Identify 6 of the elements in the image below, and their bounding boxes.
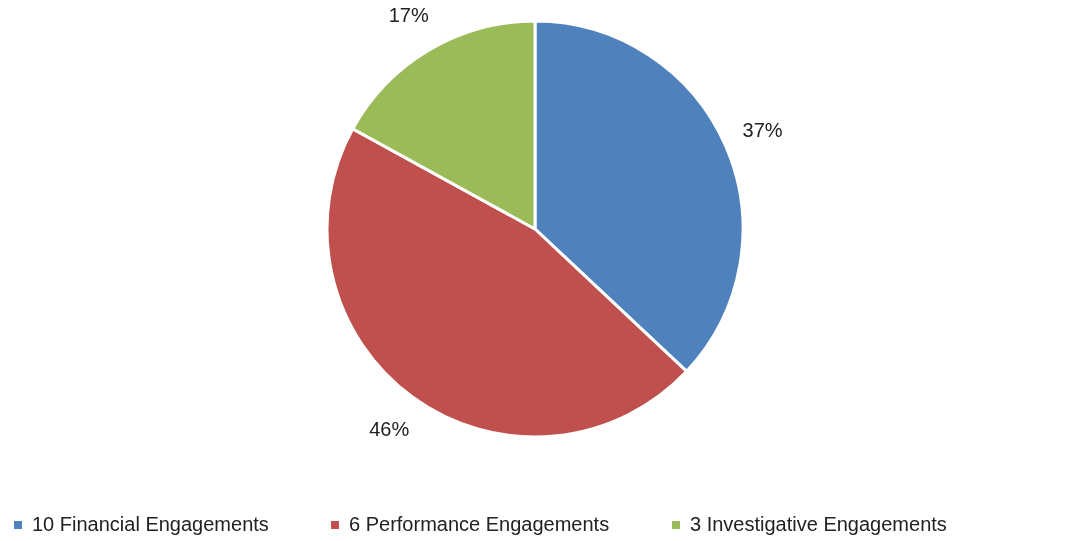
- data-label: 17%: [388, 3, 429, 26]
- legend-label: 6 Performance Engagements: [349, 513, 610, 535]
- data-label: 37%: [742, 118, 783, 141]
- legend-label: 3 Investigative Engagements: [690, 513, 947, 535]
- legend-label: 10 Financial Engagements: [32, 513, 269, 535]
- data-label: 46%: [369, 417, 410, 440]
